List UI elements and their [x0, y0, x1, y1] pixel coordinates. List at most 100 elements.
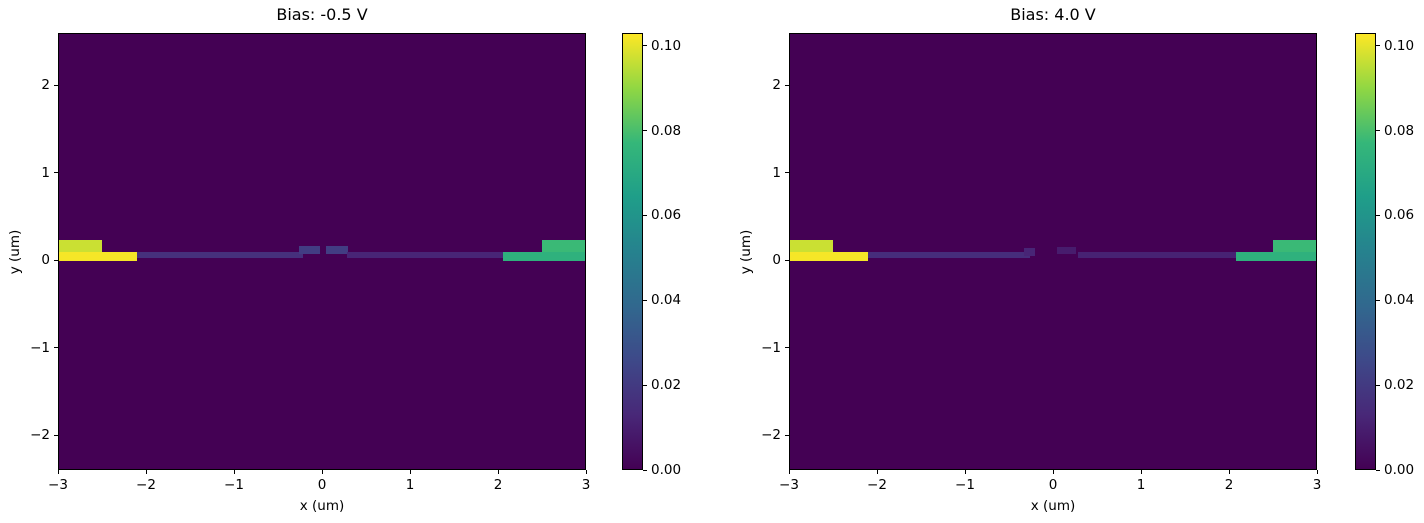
heatmap-region: [59, 252, 138, 262]
colorbar-tick-label: 0.02: [1384, 377, 1415, 394]
colorbar-tick-mark: [643, 214, 647, 216]
x-tick-mark: [1316, 470, 1318, 474]
heatmap-axes: [58, 33, 586, 470]
colorbar: [1355, 33, 1376, 470]
x-tick-mark: [585, 470, 587, 474]
colorbar-tick-mark: [1376, 469, 1380, 471]
heatmap-region: [326, 246, 349, 255]
y-tick-label: −2: [761, 427, 781, 444]
x-tick-label: 1: [1136, 477, 1146, 493]
heatmap-region: [1236, 252, 1316, 262]
y-tick-label: −1: [761, 339, 781, 356]
plot-title: Bias: -0.5 V: [276, 5, 368, 24]
heatmap-region: [790, 252, 869, 262]
colorbar-tick-mark: [1376, 214, 1380, 216]
y-tick-label: 2: [41, 77, 50, 94]
y-tick-mark: [54, 434, 58, 436]
y-tick-mark: [785, 172, 789, 174]
heatmap-region: [542, 239, 585, 253]
y-tick-mark: [54, 172, 58, 174]
y-axis-label: y (um): [738, 229, 754, 274]
y-tick-label: 2: [772, 77, 781, 94]
colorbar-tick-mark: [1376, 130, 1380, 132]
y-tick-mark: [54, 84, 58, 86]
x-tick-label: 2: [493, 477, 503, 493]
heatmap-region: [299, 246, 321, 255]
colorbar-tick-mark: [1376, 384, 1380, 386]
colorbar-tick-label: 0.10: [651, 37, 682, 54]
x-tick-label: 0: [317, 477, 327, 493]
y-tick-label: −2: [30, 427, 50, 444]
y-tick-mark: [54, 259, 58, 261]
colorbar-tick-mark: [643, 130, 647, 132]
x-axis-label: x (um): [1030, 498, 1076, 514]
x-tick-label: −3: [779, 477, 799, 493]
y-tick-mark: [785, 434, 789, 436]
heatmap-region: [59, 239, 102, 253]
colorbar-tick-mark: [1376, 299, 1380, 301]
colorbar-tick-label: 0.00: [1384, 462, 1415, 478]
colorbar-tick-label: 0.06: [651, 207, 682, 224]
heatmap-region: [790, 239, 833, 253]
heatmap-region: [137, 251, 303, 259]
colorbar-tick-label: 0.04: [1384, 292, 1415, 309]
x-tick-mark: [964, 470, 966, 474]
colorbar-tick-label: 0.08: [1384, 122, 1415, 139]
x-tick-label: 0: [1048, 477, 1058, 493]
heatmap-region: [1077, 251, 1237, 259]
y-tick-mark: [54, 347, 58, 349]
x-tick-mark: [409, 470, 411, 474]
colorbar-tick-mark: [643, 45, 647, 47]
x-tick-mark: [145, 470, 147, 474]
x-tick-label: 2: [1224, 477, 1234, 493]
y-tick-mark: [785, 84, 789, 86]
colorbar-tick-label: 0.10: [1384, 37, 1415, 54]
y-tick-label: 0: [41, 252, 50, 269]
colorbar-tick-label: 0.00: [651, 462, 682, 478]
x-tick-label: −3: [48, 477, 68, 493]
colorbar-tick-label: 0.06: [1384, 207, 1415, 224]
heatmap-region: [868, 251, 1031, 259]
x-tick-mark: [497, 470, 499, 474]
plot-title: Bias: 4.0 V: [1010, 5, 1096, 24]
x-tick-mark: [1228, 470, 1230, 474]
colorbar: [622, 33, 643, 470]
heatmap-region: [346, 251, 504, 259]
y-tick-mark: [785, 347, 789, 349]
y-tick-label: 0: [772, 252, 781, 269]
x-tick-label: 3: [1312, 477, 1322, 493]
y-tick-label: 1: [41, 164, 50, 181]
x-tick-label: −1: [224, 477, 244, 493]
colorbar-tick-mark: [643, 299, 647, 301]
colorbar-tick-label: 0.08: [651, 122, 682, 139]
x-tick-label: −2: [136, 477, 156, 493]
x-tick-label: 1: [405, 477, 415, 493]
x-tick-mark: [321, 470, 323, 474]
x-tick-label: −2: [867, 477, 887, 493]
x-tick-label: −1: [955, 477, 975, 493]
x-tick-mark: [233, 470, 235, 474]
heatmap-axes: [789, 33, 1317, 470]
x-tick-mark: [1052, 470, 1054, 474]
y-tick-label: 1: [772, 164, 781, 181]
y-axis-label: y (um): [7, 229, 23, 274]
y-tick-mark: [785, 259, 789, 261]
heatmap-region: [1023, 248, 1036, 256]
heatmap-region: [503, 252, 585, 262]
x-tick-mark: [57, 470, 59, 474]
heatmap-region: [1273, 239, 1316, 253]
colorbar-tick-mark: [1376, 45, 1380, 47]
colorbar-tick-mark: [643, 469, 647, 471]
colorbar-tick-mark: [643, 384, 647, 386]
x-tick-mark: [788, 470, 790, 474]
y-tick-label: −1: [30, 339, 50, 356]
x-tick-mark: [876, 470, 878, 474]
x-tick-mark: [1140, 470, 1142, 474]
heatmap-region: [1057, 247, 1076, 255]
colorbar-tick-label: 0.04: [651, 292, 682, 309]
x-axis-label: x (um): [299, 498, 345, 514]
colorbar-tick-label: 0.02: [651, 377, 682, 394]
